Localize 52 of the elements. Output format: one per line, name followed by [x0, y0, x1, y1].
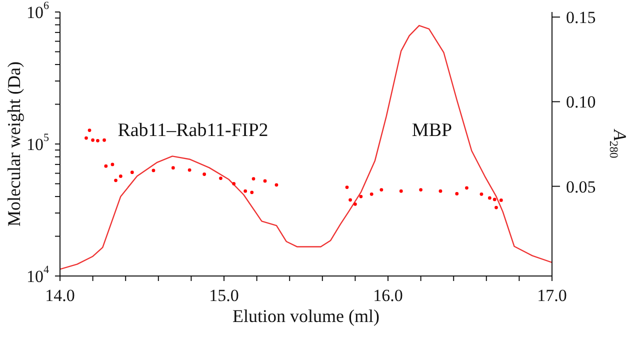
point: [130, 170, 134, 174]
point: [171, 166, 175, 170]
point: [152, 168, 156, 172]
point: [263, 179, 267, 183]
y-axis-title: Molecular weight (Da): [4, 62, 24, 226]
point: [480, 192, 484, 196]
x-tick-label: 14.0: [45, 286, 75, 304]
point: [419, 188, 422, 192]
point: [399, 189, 403, 193]
x-tick-label: 16.0: [373, 286, 403, 304]
point: [274, 183, 278, 187]
y-tick-label: 10$^{6}$: [26, 0, 50, 22]
x-tick-label: 17.0: [537, 286, 567, 304]
point: [499, 198, 503, 202]
point: [110, 162, 114, 166]
point: [494, 206, 498, 210]
x-tick-label: 15.0: [209, 286, 239, 304]
point: [492, 198, 496, 202]
point: [370, 192, 374, 196]
point: [244, 189, 248, 193]
point: [252, 177, 256, 180]
point: [118, 174, 122, 178]
point: [348, 198, 352, 202]
point: [455, 192, 459, 196]
point: [354, 202, 357, 206]
annotation: Rab11–Rab11-FIP2: [118, 120, 268, 140]
point: [438, 189, 442, 193]
point: [202, 172, 206, 176]
point: [114, 178, 118, 182]
y-tick-label: 10$^{4}$: [26, 264, 50, 286]
y2-tick-label: 0.05: [566, 176, 596, 196]
line-series: [60, 24, 552, 270]
x-axis-title: Elution volume (ml): [232, 306, 380, 326]
point: [250, 190, 254, 194]
y2-tick-label: 0.15: [566, 8, 596, 27]
y2-tick-label: 0.10: [566, 92, 596, 112]
point: [359, 194, 363, 198]
point: [219, 176, 222, 180]
annotation: MBP: [412, 120, 452, 140]
point: [96, 138, 100, 142]
point: [91, 138, 94, 142]
point: [465, 186, 468, 190]
point: [104, 164, 108, 168]
point: [88, 128, 92, 132]
y-tick-label: 10$^{5}$: [26, 132, 50, 154]
point: [488, 196, 492, 200]
point: [84, 136, 88, 140]
point: [380, 188, 384, 192]
point: [232, 182, 236, 186]
point: [345, 186, 349, 189]
point: [188, 168, 192, 172]
point: [102, 138, 106, 142]
